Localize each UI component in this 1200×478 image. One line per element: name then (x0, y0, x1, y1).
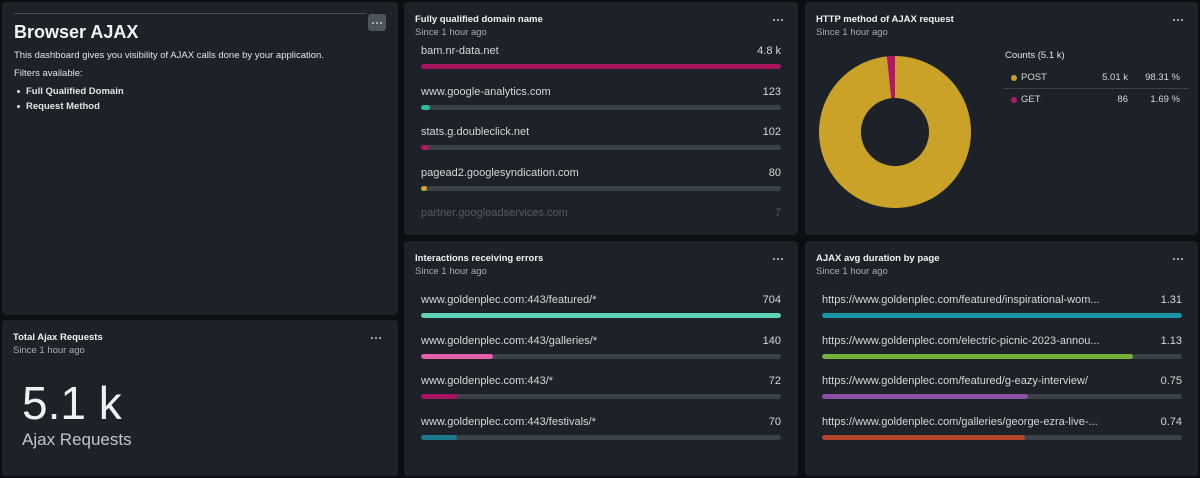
row-label: www.goldenplec.com:443/featured/* (421, 294, 597, 306)
widget-subtitle: Since 1 hour ago (13, 345, 85, 356)
widget-title: HTTP method of AJAX request (816, 14, 954, 25)
widget-subtitle: Since 1 hour ago (415, 27, 487, 38)
row-value: 7 (774, 207, 781, 220)
filters-label: Filters available: (14, 68, 83, 79)
bar-track (822, 353, 1182, 359)
row-value: 4.8 k (757, 45, 781, 57)
bar-track (421, 104, 781, 110)
row-value: 80 (768, 166, 781, 179)
row-value: 1.31 (1160, 294, 1182, 306)
widget-title: Interactions receiving errors (415, 253, 544, 264)
bar (421, 434, 457, 440)
legend-dot[interactable] (1011, 97, 1017, 103)
widget-subtitle: Since 1 hour ago (816, 266, 888, 277)
legend-name: POST (1021, 72, 1047, 83)
bar-track (822, 394, 1182, 400)
bar (822, 313, 1182, 318)
filter-item: Full Qualified Domain (26, 86, 124, 97)
legend-name: GET (1021, 94, 1041, 105)
row-value: 704 (762, 294, 781, 306)
donut-slice[interactable] (819, 56, 971, 208)
row-label: www.google-analytics.com (421, 85, 551, 98)
row-label: www.goldenplec.com:443/festivals/* (421, 415, 596, 428)
bar-track (421, 64, 781, 69)
legend-value: 86 (1117, 94, 1128, 105)
bar-list: https://www.goldenplec.com/featured/insp… (805, 241, 1198, 476)
bar-track (421, 145, 781, 151)
bar (822, 434, 1026, 440)
bar-track (822, 434, 1182, 440)
bar-track (421, 313, 781, 318)
row-label: partner.googleadservices.com (421, 207, 568, 220)
donut-chart (819, 56, 971, 208)
row-value: 123 (762, 85, 781, 98)
row-label: https://www.goldenplec.com/electric-picn… (822, 334, 1100, 347)
bar (421, 185, 427, 191)
bar-track (822, 313, 1182, 318)
menu-button[interactable] (1171, 16, 1185, 24)
legend-value: 5.01 k (1102, 72, 1128, 83)
legend-dot[interactable] (1011, 75, 1017, 81)
menu-button[interactable] (1171, 255, 1185, 263)
widget-title: Fully qualified domain name (415, 14, 543, 25)
row-value: 0.74 (1160, 415, 1182, 428)
bar (421, 104, 431, 110)
bar (421, 394, 458, 400)
bar (421, 353, 493, 359)
row-value: 1.13 (1160, 334, 1182, 347)
http-method-widget: HTTP method of AJAX request Since 1 hour … (805, 2, 1198, 235)
bar (421, 313, 781, 318)
bar (822, 394, 1029, 400)
row-value: 0.75 (1160, 375, 1182, 388)
row-label: bam.nr-data.net (421, 45, 499, 57)
bar-track (421, 185, 781, 191)
menu-button[interactable] (771, 255, 785, 263)
bullet (17, 105, 20, 108)
bar-track (421, 434, 781, 440)
bar-list: www.goldenplec.com:443/featured/* 704 www.… (404, 241, 798, 476)
billboard-unit: Ajax Requests (22, 430, 132, 449)
fqdn-widget: Fully qualified domain name Since 1 hour … (404, 2, 798, 235)
row-label: https://www.goldenplec.com/featured/insp… (822, 294, 1100, 306)
menu-button[interactable] (771, 16, 785, 24)
bar-track (421, 394, 781, 400)
errors-widget: Interactions receiving errors Since 1 hou… (404, 241, 798, 476)
bar-track (421, 353, 781, 359)
markdown-description: This dashboard gives you visibility of A… (14, 50, 324, 61)
legend-divider (1003, 88, 1189, 89)
menu-button[interactable] (369, 334, 383, 342)
markdown-title: Browser AJAX (14, 22, 139, 42)
row-label: stats.g.doubleclick.net (421, 126, 530, 139)
bar (421, 145, 429, 151)
duration-widget: AJAX avg duration by page Since 1 hour ag… (805, 241, 1198, 476)
widget-subtitle: Since 1 hour ago (816, 27, 888, 38)
row-value: 72 (768, 375, 781, 388)
row-label: https://www.goldenplec.com/featured/g-ea… (822, 375, 1088, 388)
bar (822, 353, 1133, 359)
billboard-widget: Total Ajax Requests Since 1 hour ago 5.1… (2, 320, 398, 476)
donut-slice[interactable] (886, 56, 895, 99)
row-value: 70 (768, 415, 781, 428)
row-value: 140 (762, 334, 781, 347)
row-label: pagead2.googlesyndication.com (421, 166, 579, 179)
bar-list: bam.nr-data.net 4.8 k www.google-analytics… (404, 2, 798, 224)
markdown-widget: Browser AJAX This dashboard gives you vi… (2, 2, 398, 315)
divider (14, 13, 366, 14)
row-label: www.goldenplec.com:443/galleries/* (421, 334, 598, 347)
row-label: https://www.goldenplec.com/galleries/geo… (822, 415, 1098, 428)
filter-item: Request Method (26, 101, 100, 112)
legend-title: Counts (5.1 k) (1005, 50, 1065, 61)
widget-subtitle: Since 1 hour ago (415, 266, 487, 277)
legend-percent: 1.69 % (1150, 94, 1180, 105)
bullet (17, 90, 20, 93)
bar (421, 64, 781, 69)
menu-button[interactable] (368, 14, 386, 31)
row-value: 102 (762, 126, 781, 139)
billboard-value: 5.1 k (22, 377, 122, 429)
widget-title: Total Ajax Requests (13, 332, 103, 343)
row-label: www.goldenplec.com:443/* (421, 375, 554, 388)
legend-percent: 98.31 % (1145, 72, 1180, 83)
widget-title: AJAX avg duration by page (816, 253, 940, 264)
